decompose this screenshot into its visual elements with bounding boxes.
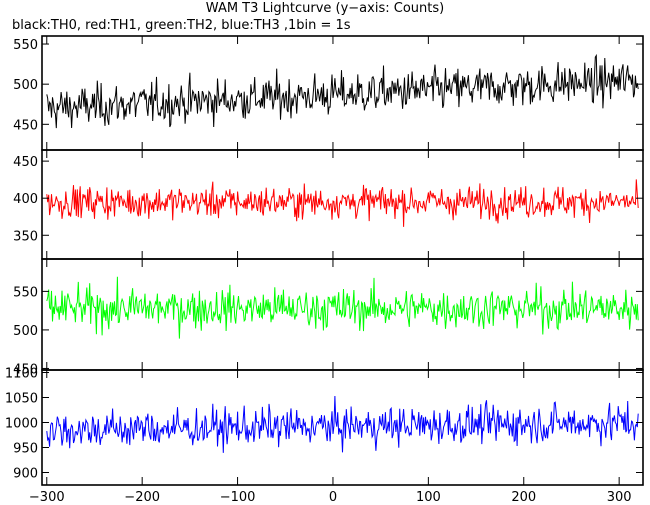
y-tick-label: 1050 (5, 392, 38, 407)
y-tick-label: 1000 (5, 417, 38, 432)
y-tick-label: 1100 (5, 367, 38, 382)
y-tick-label: 500 (13, 324, 38, 339)
x-tick-label: −200 (124, 490, 160, 505)
x-tick-label: −100 (220, 490, 256, 505)
y-tick-label: 900 (13, 467, 38, 482)
x-tick-label: 300 (607, 490, 632, 505)
chart-title: WAM T3 Lightcurve (y−axis: Counts) (205, 1, 445, 16)
chart-subtitle: black:TH0, red:TH1, green:TH2, blue:TH3 … (12, 18, 351, 33)
x-tick-label: 0 (329, 490, 337, 505)
y-tick-label: 550 (13, 285, 38, 300)
series-line-th1 (46, 179, 639, 227)
series-line-th2 (46, 276, 639, 339)
y-tick-label: 400 (13, 192, 38, 207)
y-tick-label: 550 (13, 38, 38, 53)
y-tick-label: 500 (13, 78, 38, 93)
y-tick-label: 450 (13, 118, 38, 133)
x-tick-label: 100 (416, 490, 441, 505)
series-line-th3 (46, 395, 639, 453)
panel-frame-4 (41, 369, 644, 486)
x-tick-label: −300 (29, 490, 65, 505)
x-tick-label: 200 (511, 490, 536, 505)
y-tick-label: 450 (13, 362, 38, 377)
y-tick-label: 950 (13, 442, 38, 457)
y-tick-label: 450 (13, 155, 38, 170)
series-line-th0 (46, 53, 639, 129)
y-tick-label: 350 (13, 229, 38, 244)
